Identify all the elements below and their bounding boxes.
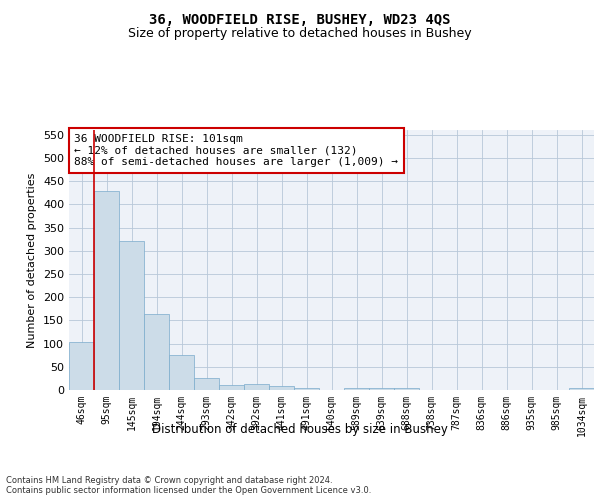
Bar [169, 354, 194, 390]
Bar [144, 314, 169, 390]
Bar [294, 388, 319, 390]
Text: Distribution of detached houses by size in Bushey: Distribution of detached houses by size … [152, 422, 448, 436]
Bar [194, 378, 219, 390]
Text: 36 WOODFIELD RISE: 101sqm
← 12% of detached houses are smaller (132)
88% of semi: 36 WOODFIELD RISE: 101sqm ← 12% of detac… [74, 134, 398, 167]
Bar [569, 388, 594, 390]
Text: Contains HM Land Registry data © Crown copyright and database right 2024.
Contai: Contains HM Land Registry data © Crown c… [6, 476, 371, 495]
Bar [269, 386, 294, 390]
Bar [69, 342, 94, 390]
Y-axis label: Number of detached properties: Number of detached properties [28, 172, 37, 348]
Bar [244, 384, 269, 390]
Bar [94, 192, 119, 390]
Text: Size of property relative to detached houses in Bushey: Size of property relative to detached ho… [128, 28, 472, 40]
Bar [119, 242, 144, 390]
Bar [369, 388, 394, 390]
Bar [219, 385, 244, 390]
Text: 36, WOODFIELD RISE, BUSHEY, WD23 4QS: 36, WOODFIELD RISE, BUSHEY, WD23 4QS [149, 12, 451, 26]
Bar [344, 388, 369, 390]
Bar [394, 388, 419, 390]
